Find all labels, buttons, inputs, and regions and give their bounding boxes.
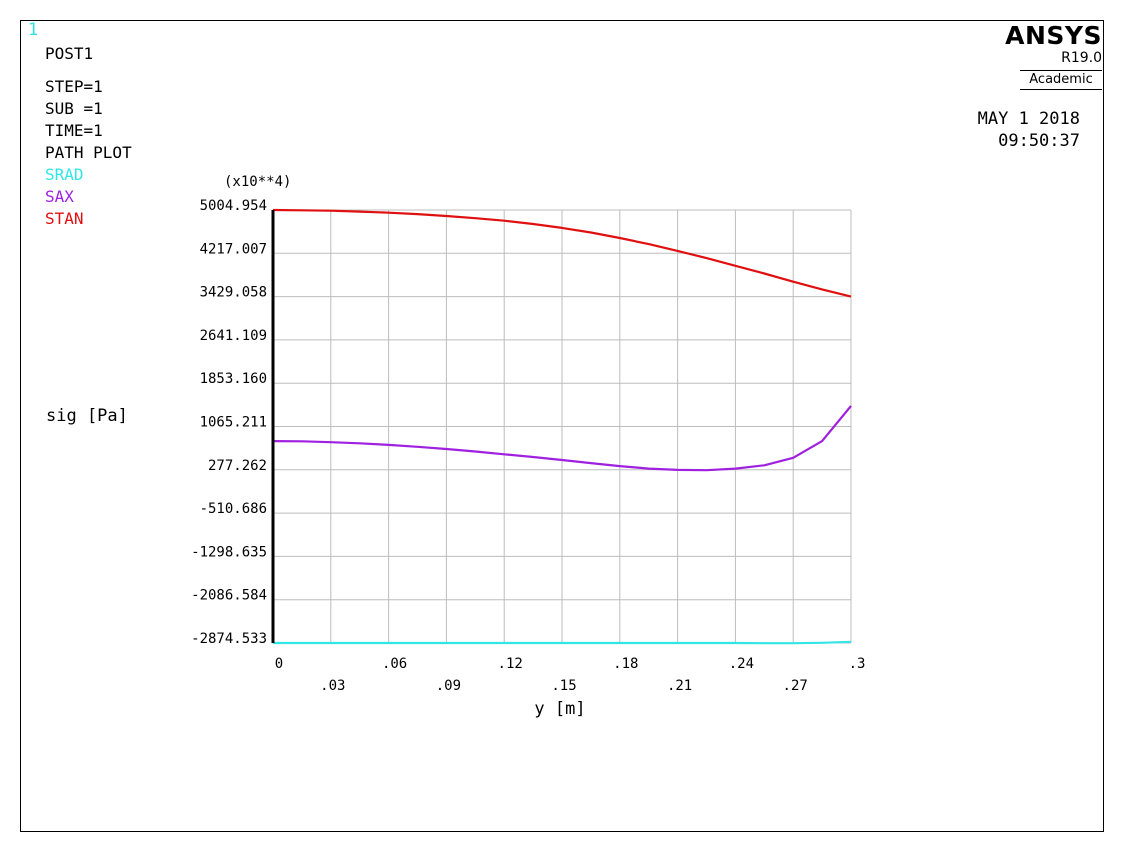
logo-release: R19.0: [1061, 50, 1102, 66]
date-time: MAY 1 2018 09:50:37: [978, 108, 1080, 152]
sub-label: SUB =1: [45, 99, 103, 118]
y-tick-label: 5004.954: [200, 198, 267, 214]
x-tick-labels: 0 .06 .12 .18 .24 .3 .03 .09 .15 .21 .27: [275, 656, 866, 694]
y-tick-label: 4217.007: [200, 241, 267, 257]
x-tick-label: .06: [382, 656, 407, 672]
series-lines: [272, 208, 852, 645]
series-line-srad: [273, 640, 852, 645]
legend-stan: STAN: [45, 209, 84, 228]
x-tick-label: .24: [729, 656, 754, 672]
grid: [272, 209, 852, 644]
y-tick-label: -1298.635: [191, 544, 267, 560]
x-tick-label: .09: [436, 678, 461, 694]
y-tick-label: 277.262: [208, 458, 267, 474]
ansys-logo: ANSYS R19.0 Academic: [1005, 22, 1102, 94]
plot-type-label: PATH PLOT: [45, 143, 132, 162]
window-number: 1: [28, 20, 39, 40]
graphics-window-frame: [20, 20, 1104, 832]
x-tick-label: .18: [613, 656, 638, 672]
y-tick-label: -510.686: [200, 501, 267, 517]
x-tick-label: .21: [667, 678, 692, 694]
y-tick-label: -2874.533: [191, 631, 267, 647]
date-label: MAY 1 2018: [977, 109, 1080, 129]
x-tick-label: 0: [275, 656, 283, 672]
step-label: STEP=1: [45, 77, 103, 96]
x-tick-label: .27: [783, 678, 808, 694]
y-axis-label: sig [Pa]: [46, 406, 128, 426]
y-tick-label: 1853.160: [200, 371, 267, 387]
time-label-clock: 09:50:37: [998, 131, 1080, 151]
y-tick-label: 1065.211: [200, 415, 267, 431]
y-tick-labels: 5004.954 4217.007 3429.058 2641.109 1853.160…: [191, 198, 267, 647]
series-line-sax: [272, 405, 852, 472]
y-tick-label: 2641.109: [200, 328, 267, 344]
y-tick-label: 3429.058: [200, 285, 267, 301]
x-tick-label: .03: [320, 678, 345, 694]
series-line-stan: [272, 208, 852, 298]
legend-sax: SAX: [45, 187, 74, 206]
y-scale-label: (x10**4): [224, 174, 291, 190]
time-label: TIME=1: [45, 121, 103, 140]
x-axis-label: y [m]: [534, 699, 585, 719]
y-tick-label: -2086.584: [191, 588, 267, 604]
x-tick-label: .3: [849, 656, 866, 672]
logo-edition: Academic: [1020, 70, 1102, 90]
x-tick-label: .12: [498, 656, 523, 672]
logo-name: ANSYS: [1005, 21, 1102, 50]
legend-srad: SRAD: [45, 165, 84, 184]
module-label: POST1: [45, 44, 94, 63]
x-tick-label: .15: [551, 678, 576, 694]
